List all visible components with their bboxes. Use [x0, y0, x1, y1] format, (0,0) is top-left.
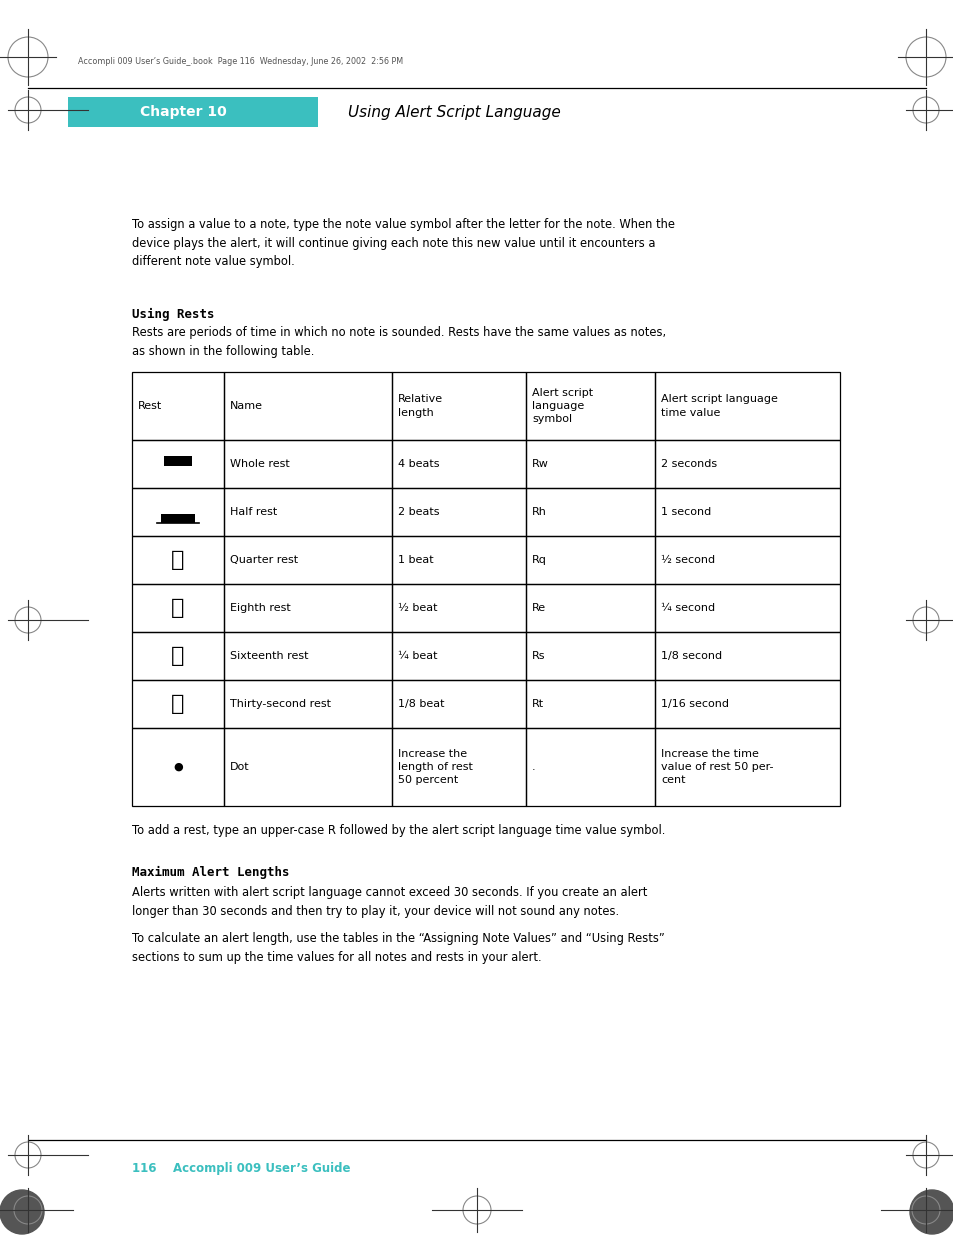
Text: Rw: Rw: [532, 459, 548, 469]
Text: 1 beat: 1 beat: [397, 555, 434, 564]
Text: ½ second: ½ second: [660, 555, 715, 564]
Text: ½ beat: ½ beat: [397, 603, 437, 613]
FancyBboxPatch shape: [161, 514, 194, 522]
Text: Rests are periods of time in which no note is sounded. Rests have the same value: Rests are periods of time in which no no…: [132, 326, 665, 357]
Text: 116    Accompli 009 User’s Guide: 116 Accompli 009 User’s Guide: [132, 1162, 350, 1174]
Text: Re: Re: [532, 603, 545, 613]
Text: Alert script language
time value: Alert script language time value: [660, 394, 777, 417]
Text: Chapter 10: Chapter 10: [139, 105, 226, 119]
Text: Whole rest: Whole rest: [230, 459, 290, 469]
Circle shape: [909, 1191, 953, 1234]
Text: 1/8 beat: 1/8 beat: [397, 699, 444, 709]
FancyBboxPatch shape: [68, 98, 317, 127]
Text: Half rest: Half rest: [230, 508, 277, 517]
Text: Accompli 009 User’s Guide_.book  Page 116  Wednesday, June 26, 2002  2:56 PM: Accompli 009 User’s Guide_.book Page 116…: [78, 57, 403, 65]
Text: ¼ second: ¼ second: [660, 603, 715, 613]
Text: Name: Name: [230, 401, 263, 411]
Text: Using Alert Script Language: Using Alert Script Language: [348, 105, 560, 120]
Text: 1/8 second: 1/8 second: [660, 651, 721, 661]
Text: To add a rest, type an upper-case R followed by the alert script language time v: To add a rest, type an upper-case R foll…: [132, 824, 664, 837]
Text: Thirty-second rest: Thirty-second rest: [230, 699, 331, 709]
Text: ¼ beat: ¼ beat: [397, 651, 437, 661]
Text: To calculate an alert length, use the tables in the “Assigning Note Values” and : To calculate an alert length, use the ta…: [132, 932, 664, 963]
Text: Rq: Rq: [532, 555, 546, 564]
Text: Alerts written with alert script language cannot exceed 30 seconds. If you creat: Alerts written with alert script languag…: [132, 885, 647, 918]
Text: Rest: Rest: [138, 401, 162, 411]
Text: Sixteenth rest: Sixteenth rest: [230, 651, 308, 661]
Text: 2 beats: 2 beats: [397, 508, 439, 517]
Text: Eighth rest: Eighth rest: [230, 603, 291, 613]
Text: To assign a value to a note, type the note value symbol after the letter for the: To assign a value to a note, type the no…: [132, 219, 675, 268]
Text: Dot: Dot: [230, 762, 250, 772]
Text: Rt: Rt: [532, 699, 543, 709]
Text: Relative
length: Relative length: [397, 394, 442, 417]
Text: 1 second: 1 second: [660, 508, 711, 517]
Text: Maximum Alert Lengths: Maximum Alert Lengths: [132, 866, 289, 879]
Text: Rh: Rh: [532, 508, 546, 517]
Text: Quarter rest: Quarter rest: [230, 555, 297, 564]
Text: Rs: Rs: [532, 651, 545, 661]
FancyBboxPatch shape: [164, 456, 192, 466]
Text: 𝄽: 𝄽: [172, 598, 185, 618]
Circle shape: [0, 1191, 44, 1234]
Text: 2 seconds: 2 seconds: [660, 459, 717, 469]
Text: 𝄻: 𝄻: [172, 694, 185, 714]
Text: .: .: [532, 762, 535, 772]
Text: Using Rests: Using Rests: [132, 308, 214, 321]
Text: Alert script
language
symbol: Alert script language symbol: [532, 388, 593, 424]
Text: ●: ●: [172, 762, 183, 772]
Text: 𝄾: 𝄾: [172, 550, 185, 571]
Text: 4 beats: 4 beats: [397, 459, 439, 469]
Text: Increase the time
value of rest 50 per-
cent: Increase the time value of rest 50 per- …: [660, 748, 773, 785]
Text: 𝄼: 𝄼: [172, 646, 185, 666]
Text: 1/16 second: 1/16 second: [660, 699, 728, 709]
Text: Increase the
length of rest
50 percent: Increase the length of rest 50 percent: [397, 748, 473, 785]
